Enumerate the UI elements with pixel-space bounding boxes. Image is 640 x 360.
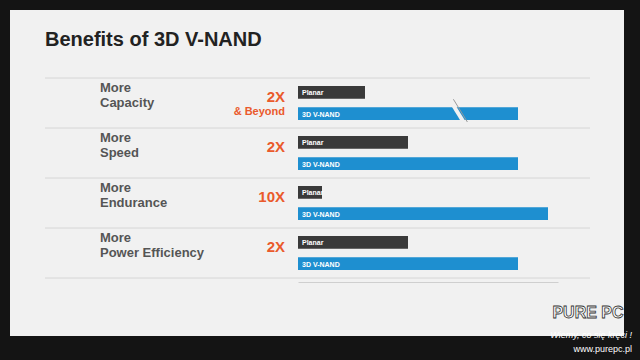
bar [298, 86, 365, 99]
row-separator [45, 278, 590, 279]
series-label: 3D V-NAND [302, 211, 340, 218]
watermark: PURE PC Wiemy, co się kręci ! www.purepc.p… [550, 304, 632, 354]
bar [298, 207, 548, 220]
bar-break-line [453, 99, 467, 122]
bar [298, 107, 518, 120]
category-label-line: Endurance [100, 195, 167, 210]
annotation: 2X [267, 88, 285, 105]
watermark-slogan: Wiemy, co się kręci ! [550, 330, 632, 340]
watermark-url: www.purepc.pl [572, 344, 632, 354]
annotation: & Beyond [234, 105, 285, 117]
category-label-line: More [100, 130, 131, 145]
category-label-line: Power Efficiency [100, 245, 205, 260]
bar [298, 157, 518, 170]
annotation: 10X [258, 188, 285, 205]
row-separator [45, 178, 590, 179]
chart: Benefits of 3D V-NANDMoreCapacityMoreSpe… [0, 0, 640, 360]
bar [298, 257, 518, 270]
bars [298, 86, 548, 270]
series-label: Planar [302, 139, 324, 146]
x-axis-line [299, 282, 559, 283]
row-separator [45, 78, 590, 79]
annotation: 2X [267, 238, 285, 255]
series-label: Planar [302, 89, 324, 96]
series-label: Planar [302, 189, 324, 196]
category-label-line: Speed [100, 145, 139, 160]
bar-break [451, 102, 465, 125]
title: Benefits of 3D V-NAND [45, 28, 262, 50]
category-label-line: More [100, 80, 131, 95]
category-labels: MoreCapacityMoreSpeedMoreEnduranceMorePo… [100, 80, 205, 260]
annotation: 2X [267, 138, 285, 155]
category-label: MoreCapacity [100, 80, 155, 110]
background [0, 0, 640, 360]
bar [298, 236, 408, 249]
bar [298, 136, 408, 149]
series-label: 3D V-NAND [302, 161, 340, 168]
watermark-logo: PURE PC [552, 304, 624, 321]
series-labels: Planar Planar Planar Planar 3D V-NAND 3D V-NA… [302, 89, 340, 267]
series-label: 3D V-NAND [302, 111, 340, 118]
slide [10, 10, 624, 336]
annotations: 2X& Beyond2X10X2X [234, 88, 285, 255]
category-label: MorePower Efficiency [100, 230, 205, 260]
x-axis [299, 282, 559, 283]
category-label: MoreSpeed [100, 130, 139, 160]
series-label: 3D V-NAND [302, 261, 340, 268]
row-separators [45, 78, 590, 278]
category-label: MoreEndurance [100, 180, 167, 210]
category-label-line: More [100, 180, 131, 195]
row-separator [45, 228, 590, 229]
series-label: Planar [302, 239, 324, 246]
category-label-line: Capacity [100, 95, 155, 110]
category-label-line: More [100, 230, 131, 245]
row-separator [45, 128, 590, 129]
